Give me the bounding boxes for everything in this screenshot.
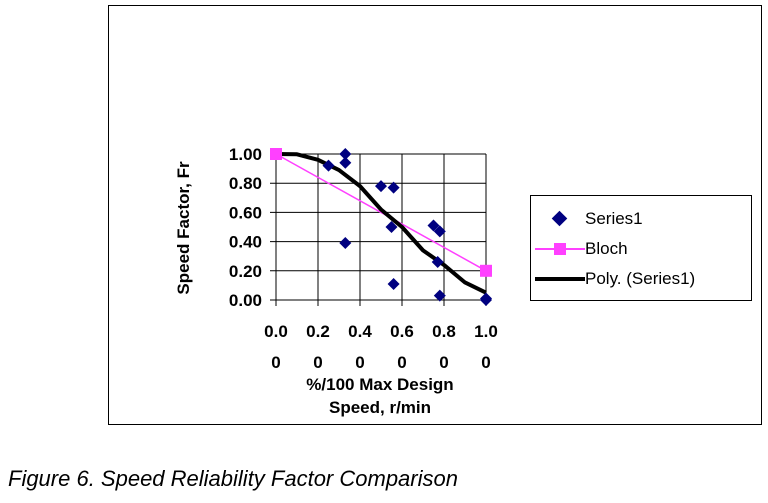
x-tick-label: 0 (313, 353, 322, 372)
line-icon (535, 268, 585, 290)
y-tick-label: 0.40 (229, 233, 262, 252)
square-marker-line-icon (535, 238, 585, 260)
series1-point (433, 225, 446, 238)
x-tick-label: 0 (355, 353, 364, 372)
legend-item-bloch: Bloch (531, 238, 628, 260)
series1-point (385, 221, 398, 233)
series1-point (339, 237, 352, 250)
legend-item-poly: Poly. (Series1) (531, 268, 695, 290)
y-tick-label: 0.80 (229, 174, 262, 193)
x-tick-label: 0.2 (306, 322, 330, 341)
x-tick-label: 0 (481, 353, 490, 372)
y-axis-label: Speed Factor, Fr (174, 161, 193, 295)
bloch-point (480, 264, 492, 277)
series1-point (322, 159, 335, 172)
x-tick-label: 0.6 (390, 322, 414, 341)
series1-point (433, 289, 446, 302)
legend-label: Series1 (585, 209, 643, 228)
y-tick-label: 1.00 (229, 145, 262, 164)
bloch-point (270, 148, 282, 160)
legend-item-series1: Series1 (531, 208, 643, 230)
chart-frame (108, 5, 762, 425)
series1-point (387, 277, 400, 290)
x-axis-label: Speed, r/min (329, 398, 431, 417)
x-tick-label: 0.0 (264, 322, 288, 341)
y-tick-label: 0.60 (229, 203, 262, 222)
x-tick-label: 0.4 (348, 322, 372, 341)
poly-trendline (275, 152, 487, 295)
series1-point (431, 256, 444, 269)
legend-label: Poly. (Series1) (585, 269, 696, 288)
x-tick-label: 0 (271, 353, 280, 372)
legend-label: Bloch (585, 239, 628, 258)
x-tick-label: 0 (439, 353, 448, 372)
series1-point (427, 219, 440, 232)
y-tick-label: 0.20 (229, 262, 262, 281)
figure-caption: Figure 6. Speed Reliability Factor Compa… (8, 466, 458, 491)
diamond-marker-icon (535, 208, 585, 230)
legend: Series1 Bloch Poly. (Series1) (530, 195, 752, 301)
series1-point (480, 294, 492, 306)
series1-point (339, 156, 352, 169)
series1-point (339, 148, 352, 160)
x-tick-label: 1.0 (474, 322, 498, 341)
x-tick-label: 0.8 (432, 322, 456, 341)
series1-point (387, 181, 400, 194)
x-axis-label: %/100 Max Design (306, 375, 453, 394)
series1-point (375, 180, 387, 193)
x-tick-label: 0 (397, 353, 406, 372)
y-tick-label: 0.00 (229, 291, 262, 310)
bloch-line (275, 153, 487, 272)
